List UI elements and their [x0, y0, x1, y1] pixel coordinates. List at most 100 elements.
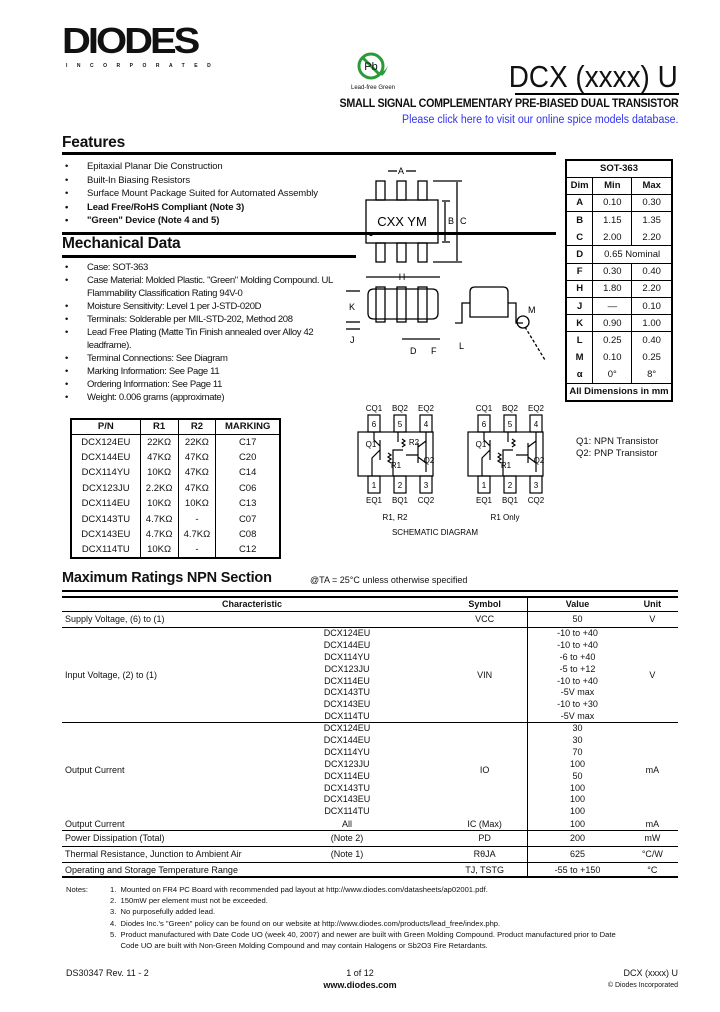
- table-cell: C12: [215, 542, 280, 558]
- table-cell: Power Dissipation (Total): [65, 833, 165, 844]
- table-cell: L: [565, 331, 594, 350]
- table-cell: DCX114TU: [324, 710, 370, 721]
- table-cell: 22KΩ: [139, 434, 179, 450]
- table-cell: 1.00: [631, 314, 673, 333]
- table-cell: C17: [215, 434, 280, 450]
- mechanical-item: Weight: 0.006 grams (approximate): [62, 391, 352, 404]
- svg-text:Pb: Pb: [364, 61, 377, 73]
- table-cell: VCC: [475, 614, 495, 624]
- table-row: DCX143EU 100: [62, 793, 678, 806]
- mechanical-item: Moisture Sensitivity: Level 1 per J-STD-…: [62, 300, 352, 313]
- table-cell: 0.90: [592, 314, 633, 333]
- table-cell: 10KΩ: [139, 495, 179, 512]
- table-cell: C: [565, 228, 594, 246]
- table-cell: 100: [527, 757, 627, 770]
- table-cell: 47KΩ: [177, 480, 216, 496]
- dim-label-b: B: [448, 216, 454, 226]
- note-item: 1. Mounted on FR4 PC Board with recommen…: [110, 885, 488, 894]
- pin-number: 2: [508, 481, 513, 490]
- table-cell: 100: [527, 817, 627, 831]
- table-row: DCX124EU 22KΩ 22KΩ C17: [70, 434, 280, 450]
- note-item: Code UO are built with Non-Green Molding…: [110, 941, 488, 951]
- copyright: © Diodes Incorporated: [607, 982, 678, 989]
- table-cell: V: [649, 669, 656, 680]
- table-cell: B: [565, 211, 594, 229]
- table-cell: Input Voltage, (2) to (1): [65, 669, 158, 680]
- table-cell: 50: [527, 611, 627, 627]
- dim-label-k: K: [349, 302, 355, 312]
- mechanical-item: Case: SOT-363: [62, 261, 352, 274]
- table-cell: [252, 611, 442, 627]
- table-cell: Characteristic: [221, 599, 283, 610]
- table-row: Characteristic Symbol Value Unit: [62, 597, 678, 611]
- schematic-caption-right: R1 Only: [491, 513, 520, 522]
- table-row: C 2.00 2.20: [565, 228, 673, 246]
- table-header-row: Dim Min Max: [565, 176, 673, 195]
- features-list: Epitaxial Planar Die ConstructionBuilt-I…: [62, 160, 362, 228]
- table-row: Power Dissipation (Total) (Note 2) PD 200 mW: [62, 830, 678, 847]
- doc-number: DS30347 Rev. 11 - 2: [66, 968, 149, 978]
- table-row: DCX114EU 50: [62, 769, 678, 782]
- table-cell: 0.10: [592, 193, 633, 213]
- table-cell: mA: [645, 818, 660, 829]
- table-cell: TJ, TSTG: [465, 864, 505, 875]
- pin-label: CQ1: [366, 404, 383, 413]
- table-cell: 0.25: [631, 349, 673, 367]
- feature-item: "Green" Device (Note 4 and 5): [62, 214, 362, 228]
- website-link[interactable]: www.diodes.com: [323, 980, 397, 990]
- table-cell: 2.20: [631, 228, 673, 246]
- table-cell: DCX143EU: [70, 526, 141, 543]
- table-cell: 0°: [592, 366, 633, 384]
- note-item: 3. No purposefully added lead.: [110, 907, 216, 917]
- table-cell: °C/W: [641, 849, 663, 860]
- page-title: DCX (xxxx) U: [509, 59, 678, 94]
- divider: [62, 255, 356, 258]
- table-cell: 0.30: [631, 193, 673, 213]
- table-row: DCX144EU 47KΩ 47KΩ C20: [70, 449, 280, 466]
- legend-q1: Q1: NPN Transistor: [576, 436, 659, 447]
- table-cell: -5V max: [527, 686, 627, 699]
- table-row: Output Current DCX124EU IO 30 mA: [62, 722, 678, 775]
- dim-label-m: M: [528, 305, 536, 315]
- table-cell: —: [592, 296, 633, 316]
- table-title: SOT-363: [565, 159, 673, 178]
- table-row: H 1.80 2.20: [565, 279, 673, 299]
- table-cell: -55 to +150: [527, 862, 627, 878]
- table-cell: H: [565, 279, 594, 299]
- q1-label: Q1: [366, 440, 377, 449]
- table-row: DCX114EU -10 to +40: [62, 674, 678, 687]
- note-item: 2. 150mW per element must not be exceede…: [110, 896, 268, 906]
- table-cell: 100: [527, 805, 627, 818]
- r1-label: R1: [501, 461, 512, 470]
- table-cell: 625: [527, 846, 627, 863]
- table-cell: α: [565, 366, 594, 384]
- dim-label-l: L: [459, 341, 464, 351]
- table-cell: IO: [479, 764, 490, 775]
- table-cell: IC (Max): [467, 818, 502, 829]
- table-cell: A: [565, 193, 594, 213]
- pin-number: 3: [534, 481, 539, 490]
- table-cell: C06: [215, 480, 280, 496]
- table-footer: All Dimensions in mm: [565, 382, 673, 402]
- table-cell: DCX123JU: [324, 663, 370, 674]
- q2-label: Q2: [424, 456, 435, 465]
- schematic-diagram: CQ1 6 1 EQ1 BQ2 5 2 BQ1 EQ2 4 3 CQ2 Q1 Q2 R1 R2 CQ1 6 1 EQ1…: [357, 404, 545, 537]
- feature-item: Surface Mount Package Suited for Automat…: [62, 187, 362, 201]
- table-cell: -10 to +30: [527, 698, 627, 711]
- mechanical-list: Case: SOT-363Case Material: Molded Plast…: [62, 261, 352, 404]
- table-cell: C14: [215, 465, 280, 481]
- dim-label-c: C: [460, 216, 467, 226]
- mechanical-item: Marking Information: See Page 11: [62, 365, 352, 378]
- table-cell: mA: [645, 764, 660, 775]
- table-cell: -5V max: [527, 710, 627, 723]
- table-header-row: P/N R1 R2 MARKING: [70, 419, 280, 435]
- table-cell: 2.00: [592, 228, 633, 246]
- spice-models-link[interactable]: Please click here to visit our online sp…: [401, 114, 678, 126]
- table-cell: DCX123JU: [70, 480, 141, 496]
- table-row: DCX114YU -6 to +40: [62, 650, 678, 663]
- table-cell: 2.20: [631, 279, 673, 299]
- table-row: DCX143TU -5V max: [62, 686, 678, 699]
- table-cell: -10 to +40: [527, 627, 627, 639]
- table-row: DCX114YU 70: [62, 745, 678, 758]
- table-cell: 47KΩ: [177, 465, 216, 481]
